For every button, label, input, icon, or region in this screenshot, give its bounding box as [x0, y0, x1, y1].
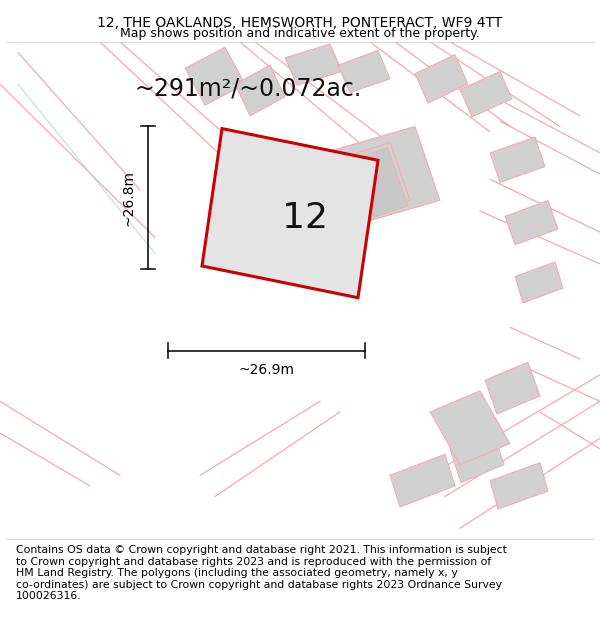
Polygon shape — [460, 71, 512, 117]
Polygon shape — [285, 44, 342, 85]
Polygon shape — [235, 65, 285, 116]
Polygon shape — [485, 362, 540, 414]
Polygon shape — [318, 148, 408, 229]
Text: 12, THE OAKLANDS, HEMSWORTH, PONTEFRACT, WF9 4TT: 12, THE OAKLANDS, HEMSWORTH, PONTEFRACT,… — [97, 16, 503, 30]
Text: ~26.9m: ~26.9m — [239, 363, 295, 378]
Polygon shape — [185, 47, 245, 105]
Text: ~26.8m: ~26.8m — [122, 170, 136, 226]
Polygon shape — [315, 142, 410, 225]
Text: Contains OS data © Crown copyright and database right 2021. This information is : Contains OS data © Crown copyright and d… — [16, 545, 507, 601]
Polygon shape — [505, 201, 558, 245]
Text: 12: 12 — [282, 201, 328, 236]
Polygon shape — [390, 454, 455, 507]
Polygon shape — [338, 51, 390, 92]
Text: Map shows position and indicative extent of the property.: Map shows position and indicative extent… — [120, 28, 480, 41]
Polygon shape — [430, 391, 510, 465]
Text: ~291m²/~0.072ac.: ~291m²/~0.072ac. — [134, 76, 362, 100]
Polygon shape — [415, 54, 468, 103]
Polygon shape — [490, 462, 548, 509]
Polygon shape — [490, 137, 545, 182]
Polygon shape — [305, 126, 440, 232]
Polygon shape — [515, 262, 563, 303]
Polygon shape — [450, 431, 504, 482]
Polygon shape — [202, 129, 378, 298]
